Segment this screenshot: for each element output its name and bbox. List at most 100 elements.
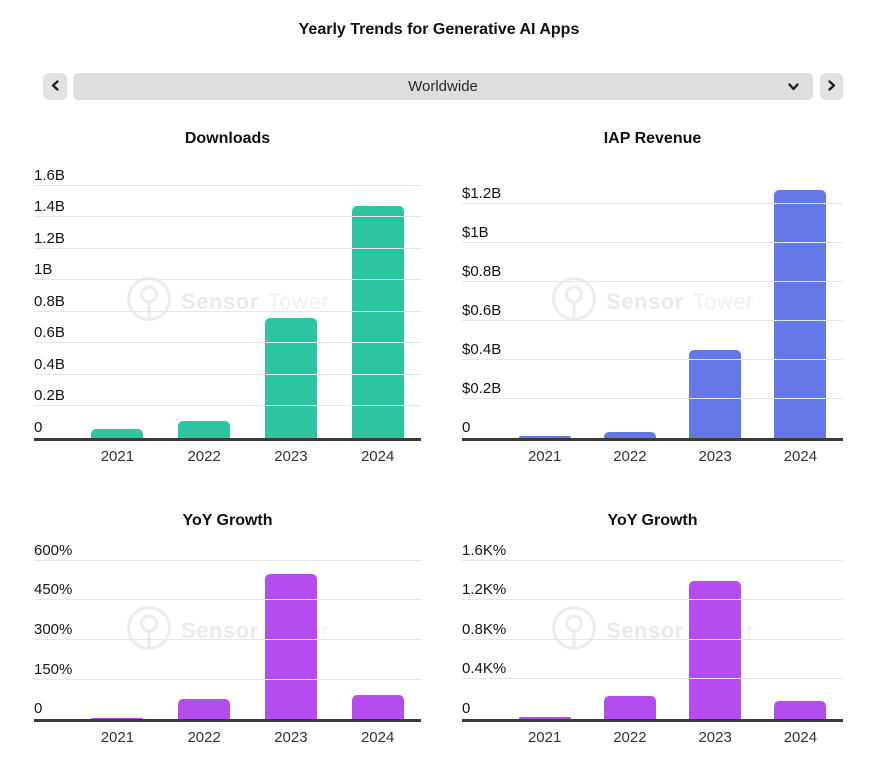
chevron-down-icon — [787, 80, 800, 98]
bar-iap-revenue-2021 — [518, 436, 571, 438]
bar-column — [74, 165, 161, 438]
x-axis-labels: 2021 2022 2023 2024 — [74, 441, 421, 465]
plot-area: Sensor Tower $1.2B $1B $0.8B $0.6B $0.4B $0.2… — [462, 165, 843, 441]
gridline — [34, 216, 421, 218]
bar-column — [334, 165, 421, 438]
downloads-chart: Downloads Sensor Tower 1.6B 1.4B 1.2B 1B 0.8… — [34, 130, 421, 465]
iap-revenue-chart: IAP Revenue Sensor Tower $1.2B $1B $0.8B $0… — [462, 130, 843, 465]
gridline — [34, 559, 421, 561]
bar-iap-revenue-2023 — [689, 350, 742, 438]
chart-title: Downloads — [184, 130, 271, 147]
bars-layer — [74, 165, 421, 438]
y-axis-tick-label: $1B — [462, 224, 489, 241]
y-axis-tick-label: 150% — [34, 660, 73, 678]
gridline — [462, 678, 843, 680]
bar-yoy-growth-revenue-2022 — [603, 696, 656, 719]
yoy-growth-revenue-chart: YoY Growth Sensor Tower 1.6K%1.2K%0.8K%0… — [462, 512, 843, 746]
gridline — [34, 678, 421, 680]
chevron-left-icon — [49, 79, 62, 95]
plot-area: Sensor Tower 1.6B 1.4B 1.2B 1B 0.8B 0.6B 0.4B 0… — [34, 165, 421, 441]
gridline — [34, 599, 421, 601]
y-axis-tick-label: 0.8K% — [462, 620, 507, 638]
y-axis-tick-label: 1.2K% — [462, 581, 507, 599]
gridline — [34, 405, 421, 407]
gridline — [462, 203, 843, 204]
plot-area: Sensor Tower 1.6K%1.2K%0.8K%0.4K%0 — [462, 542, 843, 722]
chart-title: YoY Growth — [607, 512, 698, 529]
bar-column — [673, 542, 758, 719]
gridline — [34, 638, 421, 640]
x-axis-tick-label: 2021 — [100, 729, 135, 746]
gridline — [34, 310, 421, 312]
bars-layer — [502, 542, 843, 719]
x-axis-tick-label: 2021 — [527, 729, 562, 746]
gridline — [462, 398, 843, 399]
x-axis-tick-label: 2024 — [360, 448, 395, 465]
region-select-value: Worldwide — [408, 78, 478, 95]
y-axis-tick-label: $0.6B — [462, 302, 502, 319]
bar-yoy-growth-downloads-2024 — [351, 694, 404, 719]
bar-column — [334, 542, 421, 719]
gridline — [462, 359, 843, 360]
gridline — [34, 373, 421, 375]
x-axis-labels: 2021 2022 2023 2024 — [74, 722, 421, 746]
y-axis-tick-label: 1B — [34, 261, 53, 279]
bar-column — [673, 165, 758, 438]
gridline — [34, 247, 421, 249]
chart-title: IAP Revenue — [603, 130, 702, 147]
x-axis-tick-label: 2023 — [274, 448, 308, 465]
bar-column — [587, 542, 672, 719]
gridline — [462, 320, 843, 321]
bar-column — [161, 165, 248, 438]
bar-downloads-2022 — [178, 420, 231, 438]
gridline — [462, 242, 843, 243]
bar-yoy-growth-downloads-2023 — [264, 574, 317, 719]
x-axis-tick-label: 2021 — [100, 448, 135, 465]
y-axis-tick-label: 0 — [462, 700, 471, 717]
y-axis-tick-label: 0.4K% — [462, 660, 507, 678]
bar-column — [248, 165, 335, 438]
bar-yoy-growth-revenue-2024 — [774, 701, 827, 719]
bar-column — [502, 165, 587, 438]
bar-column — [248, 542, 335, 719]
x-axis-tick-label: 2022 — [613, 729, 647, 746]
bar-downloads-2021 — [91, 428, 144, 438]
bar-iap-revenue-2022 — [603, 432, 656, 438]
bar-column — [161, 542, 248, 719]
y-axis-tick-label: $0.8B — [462, 263, 502, 281]
bar-downloads-2024 — [351, 206, 404, 438]
x-axis-tick-label: 2022 — [187, 729, 221, 746]
bar-column — [758, 165, 843, 438]
y-axis-tick-label: 0 — [462, 419, 471, 436]
y-axis-tick-label: 600% — [34, 541, 73, 559]
x-axis-tick-label: 2024 — [360, 729, 395, 746]
bar-downloads-2023 — [264, 318, 317, 438]
x-axis-labels: 2021 2022 2023 2024 — [502, 441, 843, 465]
gridline — [462, 281, 843, 282]
x-axis-tick-label: 2021 — [527, 448, 562, 465]
bar-yoy-growth-revenue-2021 — [518, 717, 571, 719]
x-axis-tick-label: 2022 — [613, 448, 647, 465]
bar-column — [74, 542, 161, 719]
y-axis-tick-label: 1.2B — [34, 229, 65, 247]
prev-region-button[interactable] — [43, 73, 67, 100]
y-axis-tick-label: $0.4B — [462, 341, 502, 359]
x-axis-tick-label: 2024 — [783, 729, 818, 746]
bars-layer — [74, 542, 421, 719]
page-title: Yearly Trends for Generative AI Apps — [298, 21, 580, 38]
bar-yoy-growth-downloads-2022 — [178, 699, 231, 719]
y-axis-tick-label: 450% — [34, 581, 73, 599]
gridline — [34, 184, 421, 186]
next-region-button[interactable] — [820, 73, 843, 100]
y-axis-tick-label: $1.2B — [462, 185, 502, 202]
bars-layer — [502, 165, 843, 438]
y-axis-tick-label: 1.6B — [34, 166, 65, 184]
bar-yoy-growth-downloads-2021 — [91, 717, 144, 719]
bar-iap-revenue-2024 — [774, 190, 827, 438]
plot-area: Sensor Tower 600%450%300%150%0 — [34, 542, 421, 722]
region-select[interactable]: Worldwide — [73, 73, 813, 100]
x-axis-tick-label: 2023 — [698, 448, 732, 465]
y-axis-tick-label: 1.4B — [34, 198, 65, 216]
y-axis-tick-label: 0 — [34, 700, 43, 717]
